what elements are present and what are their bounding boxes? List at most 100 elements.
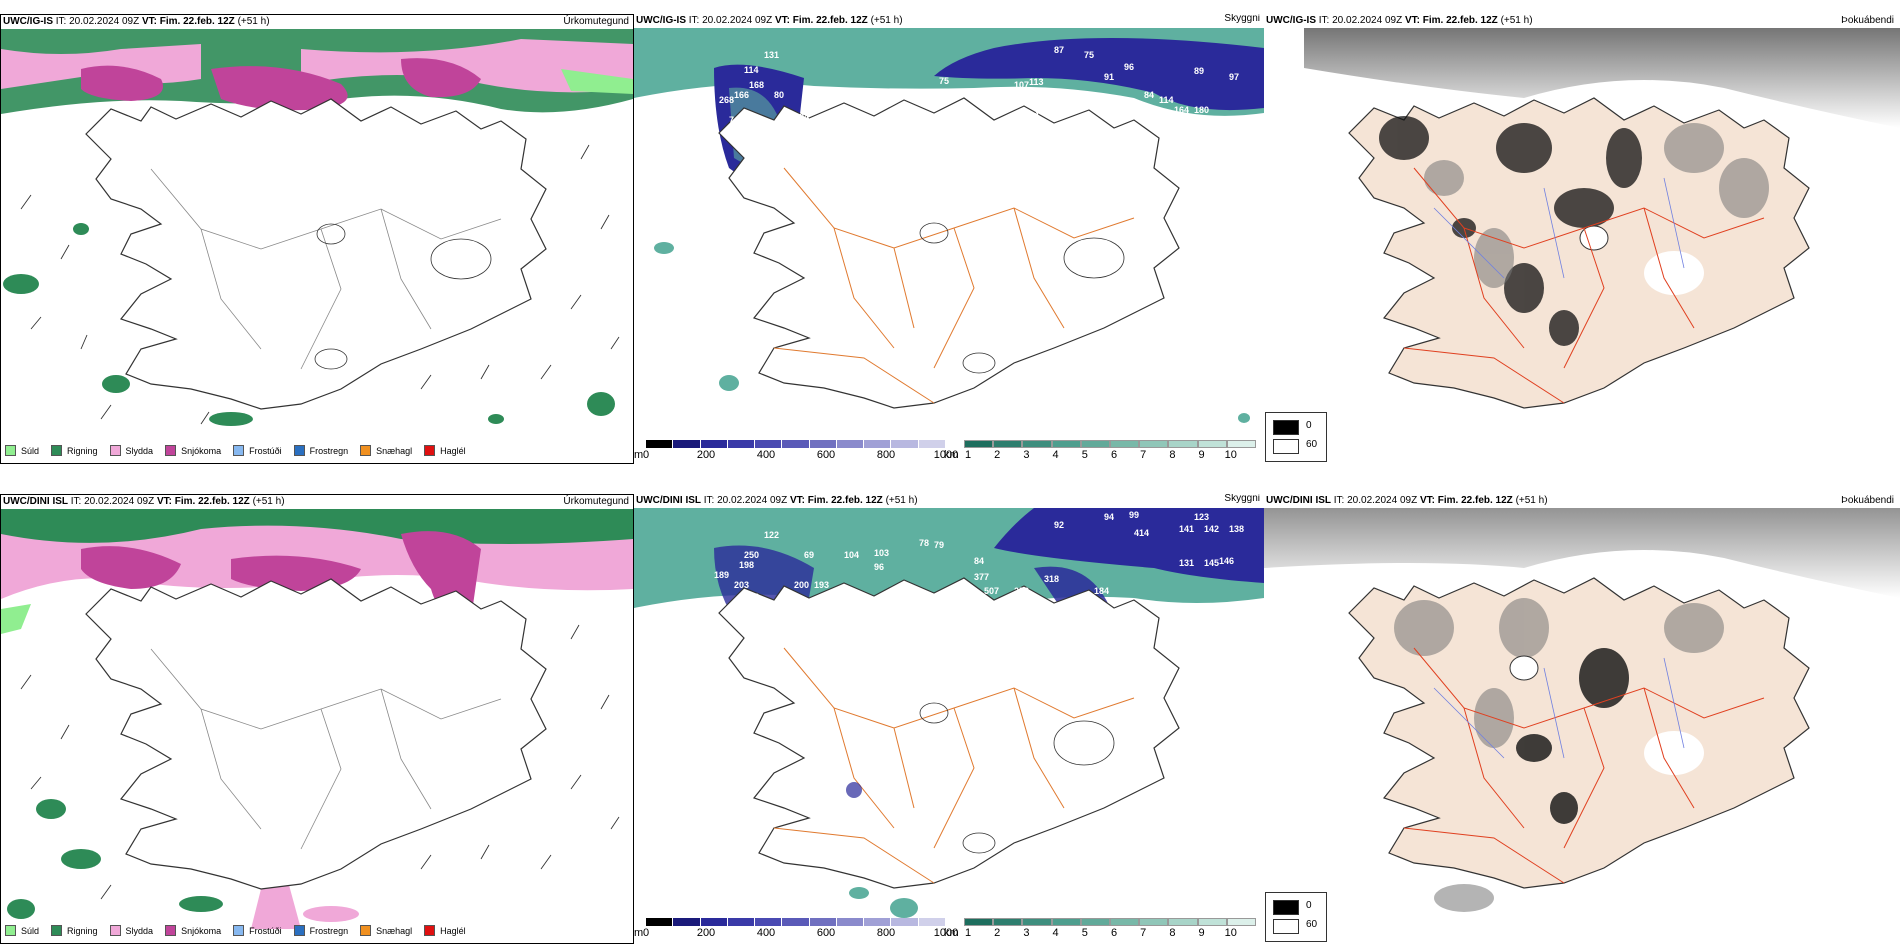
scale-tick-km: 2: [994, 927, 1001, 939]
lead-time: (+51 h): [870, 15, 903, 26]
iceland-outline: [718, 97, 1180, 409]
model-name: UWC/DINI ISL: [1266, 495, 1331, 506]
scale-seg-km: [1080, 440, 1110, 448]
scale-seg-m: [809, 918, 837, 926]
scale-seg-m: [809, 440, 837, 448]
visibility-value: 92: [1054, 520, 1064, 530]
visibility-value: 198: [739, 560, 754, 570]
scale-seg-m: [918, 440, 946, 448]
visibility-value: 250: [744, 550, 759, 560]
panel-visibility-dini: UWC/DINI ISL IT: 20.02.2024 09Z VT: Fim.…: [634, 494, 1264, 944]
visibility-value: 145: [1204, 558, 1219, 568]
scale-seg-km: [1051, 440, 1081, 448]
scale-seg-m: [891, 440, 919, 448]
visibility-value: 146: [1219, 556, 1234, 566]
lead-time: (+51 h): [1500, 15, 1533, 26]
visibility-value: 141: [1179, 524, 1194, 534]
fog-legend: 0 60: [1265, 412, 1327, 462]
scale-tick-m: 200: [696, 927, 716, 939]
visibility-value: 377: [974, 572, 989, 582]
it-label: IT:: [688, 15, 700, 26]
visibility-value: 168: [749, 80, 764, 90]
visibility-value: 30: [1084, 632, 1094, 642]
product-name: Þokuábendi: [1841, 495, 1894, 506]
legend-item-snjokoma: Snjókoma: [165, 925, 221, 936]
visibility-scale: m 0 200 400 600 800 1000 km 1 2 3 4 5 6 7 8 9 10: [634, 438, 1264, 461]
legend-item-sudd: Súld: [5, 445, 39, 456]
panel-header: UWC/IG-IS IT: 20.02.2024 09Z VT: Fim. 22…: [1, 15, 633, 29]
scale-tick-km: 7: [1140, 449, 1147, 461]
visibility-value: 96: [784, 150, 794, 160]
lead-time: (+51 h): [885, 495, 918, 506]
scale-unit-m: m: [634, 449, 644, 461]
legend-item-haglel: Haglél: [424, 445, 466, 456]
visibility-value: 268: [719, 95, 734, 105]
scale-seg-km: [1110, 440, 1140, 448]
panel-precip-type-dini: UWC/DINI ISL IT: 20.02.2024 09Z VT: Fim.…: [0, 494, 634, 944]
visibility-value: 91: [1104, 72, 1114, 82]
panel-precip-type-igis: UWC/IG-IS IT: 20.02.2024 09Z VT: Fim. 22…: [0, 14, 634, 464]
visibility-value: 295: [1024, 94, 1039, 104]
visibility-scale: m 0 200 400 600 800 1000 km 1 2 3 4 5 6 7 8 9 10: [634, 916, 1264, 939]
it-label: IT:: [70, 496, 82, 507]
scale-seg-m: [646, 440, 674, 448]
scale-seg-km: [1168, 918, 1198, 926]
visibility-value: 114: [1159, 95, 1174, 105]
scale-tick-km: 9: [1198, 927, 1205, 939]
panel-fog-index-dini: UWC/DINI ISL IT: 20.02.2024 09Z VT: Fim.…: [1264, 494, 1900, 944]
visibility-value: 35: [1079, 615, 1089, 625]
visibility-value: 99: [1129, 510, 1139, 520]
legend-item-sudd: Súld: [5, 925, 39, 936]
visibility-value: 78: [919, 538, 929, 548]
legend-item-rigning: Rigning: [51, 925, 98, 936]
scale-tick-km: 7: [1140, 927, 1147, 939]
visibility-value: 183: [974, 688, 989, 698]
visibility-value: 138: [1229, 524, 1244, 534]
scale-seg-m: [755, 918, 783, 926]
model-name: UWC/DINI ISL: [3, 496, 68, 507]
fog-legend-low: 60: [1306, 439, 1318, 450]
scale-seg-m: [727, 918, 756, 926]
scale-seg-m: [864, 918, 892, 926]
panel-header: UWC/DINI ISL IT: 20.02.2024 09Z VT: Fim.…: [1, 495, 633, 509]
it-value: 20.02.2024 09Z: [69, 16, 140, 27]
visibility-value: 104: [844, 550, 859, 560]
scale-seg-km: [964, 440, 994, 448]
fog-legend: 0 60: [1265, 892, 1327, 942]
visibility-value: 96: [1124, 62, 1134, 72]
scale-tick-km: 4: [1052, 449, 1059, 461]
legend-item-snaehagl: Snæhagl: [360, 445, 412, 456]
vt-value: Fim. 22.feb. 12Z: [159, 16, 235, 27]
visibility-value: 84: [799, 112, 809, 122]
scale-seg-m: [646, 918, 674, 926]
precip-type-legend: Súld Rigning Slydda Snjókoma Frostúði Fr…: [5, 445, 478, 456]
vt-value: Fim. 22.feb. 12Z: [174, 496, 250, 507]
visibility-value: 64: [1014, 120, 1024, 130]
legend-item-frostudi: Frostúði: [233, 445, 282, 456]
iceland-outline: [85, 578, 547, 890]
scale-tick-m: 400: [756, 449, 776, 461]
visibility-value: 74: [729, 115, 739, 125]
panel-header: UWC/IG-IS IT: 20.02.2024 09Z VT: Fim. 22…: [1264, 14, 1900, 28]
scale-seg-km: [1051, 918, 1081, 926]
fog-legend-low: 60: [1306, 919, 1318, 930]
legend-item-frostregn: Frostregn: [293, 925, 348, 936]
scale-seg-km: [1168, 440, 1198, 448]
visibility-value: 180: [1194, 105, 1209, 115]
vt-value: Fim. 22.feb. 12Z: [807, 495, 883, 506]
panel-header: UWC/DINI ISL IT: 20.02.2024 09Z VT: Fim.…: [1264, 494, 1900, 508]
iceland-outline: [1348, 97, 1810, 409]
visibility-value: 166: [734, 90, 749, 100]
visibility-value: 89: [1194, 66, 1204, 76]
iceland-outline: [718, 577, 1180, 889]
scale-tick-m: 0: [642, 927, 650, 939]
scale-seg-km: [964, 918, 994, 926]
vt-label: VT:: [774, 15, 790, 26]
legend-item-haglel: Haglél: [424, 925, 466, 936]
it-label: IT:: [55, 16, 67, 27]
vt-value: Fim. 22.feb. 12Z: [1437, 495, 1513, 506]
scale-tick-km: 8: [1169, 927, 1176, 939]
legend-item-rigning: Rigning: [51, 445, 98, 456]
